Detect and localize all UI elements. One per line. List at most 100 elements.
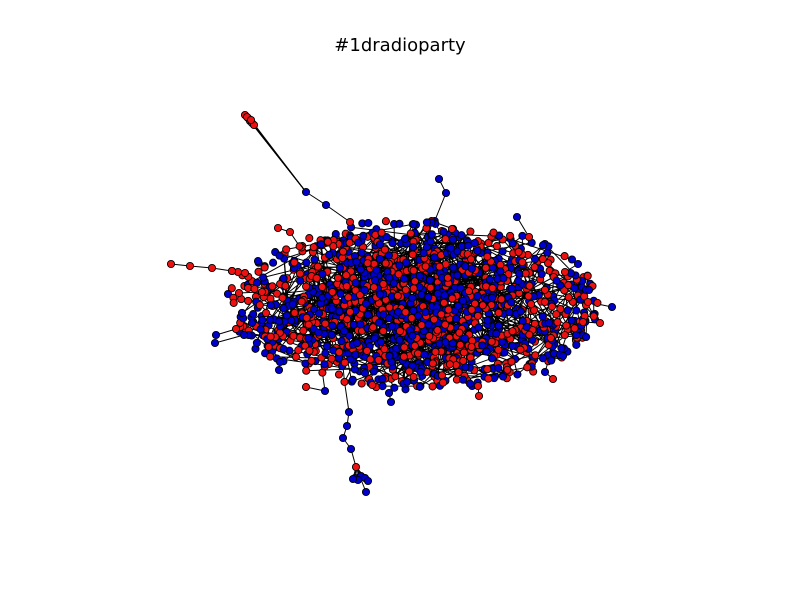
graph-node (310, 255, 319, 264)
graph-node (273, 223, 283, 233)
graph-node (537, 270, 546, 279)
graph-edge (344, 381, 350, 413)
graph-node (553, 318, 562, 327)
graph-edge (325, 204, 351, 223)
graph-node (266, 352, 275, 361)
graph-node (249, 310, 258, 319)
graph-node (449, 263, 458, 272)
graph-node (337, 337, 346, 346)
graph-node (464, 287, 473, 296)
graph-node (342, 421, 352, 431)
graph-node (254, 267, 263, 276)
graph-node (302, 313, 311, 322)
graph-node (481, 263, 490, 272)
graph-node (166, 259, 176, 269)
graph-node (376, 290, 385, 299)
graph-node (384, 314, 393, 323)
graph-node (440, 291, 449, 300)
graph-node (467, 342, 476, 351)
graph-node (304, 334, 313, 343)
graph-node (498, 247, 507, 256)
graph-node (302, 258, 311, 267)
graph-node (368, 380, 377, 390)
graph-node (505, 308, 514, 317)
graph-nodes (166, 110, 617, 497)
graph-node (301, 341, 310, 350)
graph-node (433, 326, 442, 335)
graph-node (497, 295, 506, 304)
graph-node (449, 235, 458, 244)
graph-node (275, 317, 284, 326)
graph-node (583, 271, 592, 280)
graph-node (457, 231, 466, 240)
graph-node (395, 261, 404, 270)
graph-node (379, 310, 388, 319)
graph-node (362, 346, 372, 355)
graph-node (253, 257, 263, 266)
graph-node (266, 332, 275, 341)
graph-node (261, 308, 271, 318)
graph-node (499, 274, 508, 283)
graph-node (515, 269, 524, 278)
graph-node (227, 266, 237, 276)
graph-node (390, 383, 399, 392)
graph-node (474, 323, 483, 332)
graph-node (349, 320, 358, 329)
graph-node (439, 227, 448, 236)
graph-node (454, 368, 463, 377)
graph-node (443, 273, 452, 282)
graph-node (441, 320, 450, 329)
graph-node (424, 293, 433, 302)
graph-node (438, 378, 448, 387)
graph-node (430, 253, 439, 262)
graph-node (572, 306, 581, 315)
graph-node (488, 293, 497, 302)
graph-node (350, 365, 359, 374)
graph-node (290, 258, 299, 267)
graph-node (359, 231, 368, 240)
graph-node (335, 263, 345, 272)
graph-node (447, 224, 457, 234)
graph-node (343, 315, 352, 324)
graph-node (229, 298, 238, 307)
graph-node (338, 433, 348, 443)
graph-node (478, 341, 487, 350)
graph-node (496, 267, 505, 276)
graph-node (377, 337, 386, 347)
graph-node (345, 238, 354, 247)
graph-node (320, 386, 330, 396)
graph-node (467, 264, 476, 273)
graph-node (395, 219, 404, 228)
graph-node (558, 351, 568, 361)
graph-node (413, 349, 423, 358)
graph-node (478, 301, 487, 310)
graph-node (334, 370, 344, 379)
graph-node (381, 217, 390, 226)
graph-node (444, 305, 453, 314)
graph-node (381, 259, 390, 268)
graph-node (260, 263, 269, 272)
graph-node (556, 304, 565, 314)
graph-node (385, 351, 394, 360)
graph-node (523, 363, 532, 372)
graph-node (316, 240, 326, 249)
graph-node (369, 323, 378, 332)
graph-node (441, 188, 451, 198)
graph-node (257, 287, 267, 297)
graph-node (240, 268, 250, 278)
graph-node (516, 345, 525, 354)
graph-node (382, 233, 391, 242)
graph-node (473, 381, 483, 391)
graph-node (494, 364, 503, 373)
graph-node (304, 320, 313, 329)
graph-node (506, 231, 515, 240)
graph-node (522, 322, 531, 332)
graph-node (282, 245, 291, 254)
graph-node (524, 292, 533, 301)
graph-node (540, 367, 550, 377)
graph-node (503, 365, 512, 374)
graph-node (360, 369, 370, 378)
graph-node (483, 316, 492, 325)
graph-node (355, 290, 365, 300)
graph-node (223, 289, 233, 299)
